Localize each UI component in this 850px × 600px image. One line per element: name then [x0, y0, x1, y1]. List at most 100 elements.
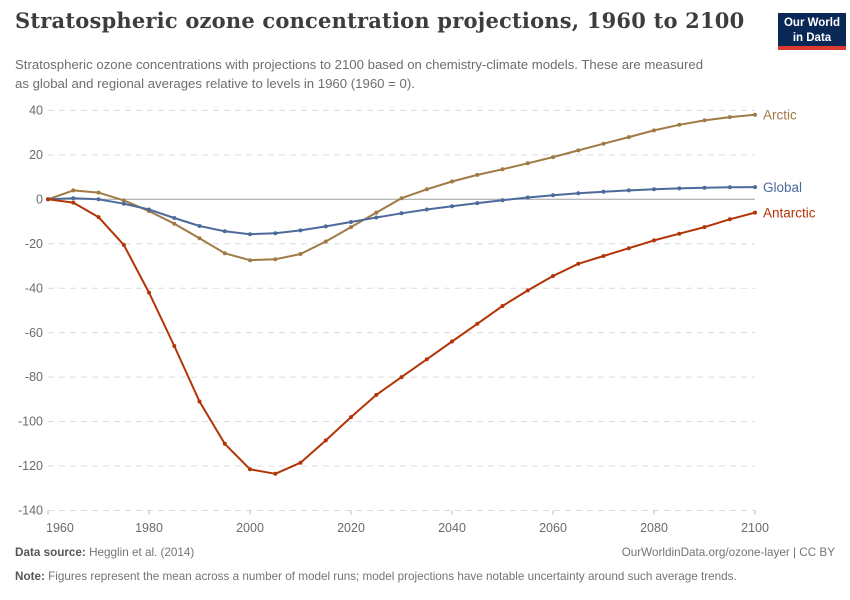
- y-axis-tick-label: 0: [36, 192, 43, 206]
- data-point-arctic: [677, 122, 682, 127]
- owid-logo-line2: in Data: [792, 31, 832, 44]
- data-point-global: [248, 232, 252, 237]
- data-point-global: [197, 224, 202, 228]
- data-point-global: [475, 201, 480, 206]
- x-axis-tick-label: 1980: [135, 521, 163, 535]
- data-point-global: [323, 224, 328, 229]
- data-point-antarctic: [172, 344, 177, 348]
- data-point-global: [273, 231, 278, 236]
- footer-license: CC BY: [799, 546, 835, 559]
- y-axis-tick-label: -140: [18, 504, 43, 518]
- data-point-antarctic: [349, 415, 353, 420]
- data-point-arctic: [222, 251, 227, 256]
- y-axis-tick-label: -40: [25, 281, 43, 295]
- owid-logo-line1: Our World: [783, 17, 840, 29]
- data-point-arctic: [551, 155, 555, 160]
- data-point-antarctic: [96, 215, 101, 220]
- data-point-global: [71, 196, 76, 201]
- data-point-arctic: [71, 188, 76, 193]
- data-point-arctic: [197, 236, 202, 241]
- data-point-global: [298, 228, 303, 233]
- series-line-antarctic[interactable]: [47, 198, 756, 475]
- data-point-arctic: [652, 128, 656, 133]
- data-point-antarctic: [121, 242, 126, 247]
- x-axis-tick-label: 1960: [46, 521, 74, 535]
- data-point-global: [96, 197, 101, 202]
- x-axis-tick-label: 2100: [741, 521, 769, 535]
- series-label-antarctic[interactable]: Antarctic: [763, 205, 816, 220]
- owid-logo[interactable]: Our World in Data: [778, 13, 846, 50]
- data-point-arctic: [475, 172, 480, 177]
- data-point-antarctic: [147, 290, 151, 295]
- data-point-global: [349, 220, 353, 224]
- x-axis-tick-label: 2060: [539, 521, 567, 535]
- page-title: Stratospheric ozone concentration projec…: [15, 8, 745, 33]
- data-point-arctic: [273, 257, 278, 262]
- data-point-antarctic: [551, 274, 555, 278]
- note-text: Figures represent the mean across a numb…: [48, 570, 737, 583]
- footer-source-row: Data source: Hegglin et al. (2014) OurWo…: [15, 546, 835, 559]
- data-point-arctic: [323, 239, 328, 244]
- x-axis-tick-label: 2020: [337, 521, 365, 535]
- datasource: Data source: Hegglin et al. (2014): [15, 546, 194, 559]
- data-point-antarctic: [248, 467, 252, 472]
- data-point-global: [424, 207, 429, 212]
- data-point-antarctic: [424, 357, 429, 362]
- data-point-arctic: [96, 190, 101, 195]
- data-point-global: [525, 195, 530, 200]
- y-axis-tick-label: 20: [29, 148, 43, 162]
- data-point-arctic: [172, 221, 177, 226]
- data-point-global: [172, 216, 177, 220]
- data-point-global: [500, 198, 505, 203]
- data-point-antarctic: [677, 231, 682, 236]
- data-point-arctic: [576, 148, 581, 153]
- footer-url-link[interactable]: OurWorldinData.org/ozone-layer: [621, 546, 790, 559]
- series-line-arctic[interactable]: [47, 113, 756, 262]
- datasource-text: Hegglin et al. (2014): [89, 546, 195, 559]
- y-axis-tick-label: -20: [25, 237, 43, 251]
- data-point-antarctic: [626, 246, 631, 251]
- data-point-antarctic: [399, 375, 404, 380]
- page-subtitle: Stratospheric ozone concentrations with …: [15, 57, 704, 91]
- data-point-global: [450, 204, 454, 209]
- data-point-arctic: [500, 167, 505, 172]
- data-point-antarctic: [197, 399, 202, 404]
- data-point-global: [374, 215, 379, 220]
- data-point-global: [753, 185, 757, 190]
- data-point-antarctic: [374, 392, 379, 397]
- data-point-arctic: [702, 118, 707, 123]
- data-point-arctic: [626, 135, 631, 140]
- data-point-antarctic: [500, 304, 505, 308]
- data-point-antarctic: [323, 438, 328, 443]
- x-axis-tick-label: 2040: [438, 521, 466, 535]
- data-point-antarctic: [601, 254, 606, 258]
- data-point-arctic: [349, 225, 353, 230]
- data-point-arctic: [399, 196, 404, 201]
- data-point-antarctic: [273, 471, 278, 476]
- data-point-antarctic: [753, 210, 757, 215]
- footer-note-row: Note: Figures represent the mean across …: [15, 570, 835, 583]
- data-point-antarctic: [71, 200, 76, 205]
- series-label-global[interactable]: Global: [763, 180, 802, 195]
- data-point-arctic: [450, 179, 454, 184]
- data-point-arctic: [374, 210, 379, 215]
- series-label-arctic[interactable]: Arctic: [763, 108, 797, 123]
- series-line-global[interactable]: [47, 186, 756, 236]
- data-point-antarctic: [702, 225, 707, 230]
- data-point-global: [222, 229, 227, 234]
- data-point-arctic: [121, 198, 126, 203]
- data-point-global: [601, 189, 606, 194]
- data-point-global: [147, 207, 151, 212]
- y-axis-tick-label: -60: [25, 326, 43, 340]
- y-axis-tick-label: -100: [18, 415, 43, 429]
- data-point-global: [626, 188, 631, 193]
- footer-divider: |: [789, 546, 800, 559]
- x-axis-tick-label: 2000: [236, 521, 264, 535]
- data-point-arctic: [601, 141, 606, 146]
- data-point-global: [702, 185, 707, 190]
- x-axis-tick-label: 2080: [640, 521, 668, 535]
- data-point-global: [727, 185, 732, 190]
- data-point-arctic: [753, 112, 757, 117]
